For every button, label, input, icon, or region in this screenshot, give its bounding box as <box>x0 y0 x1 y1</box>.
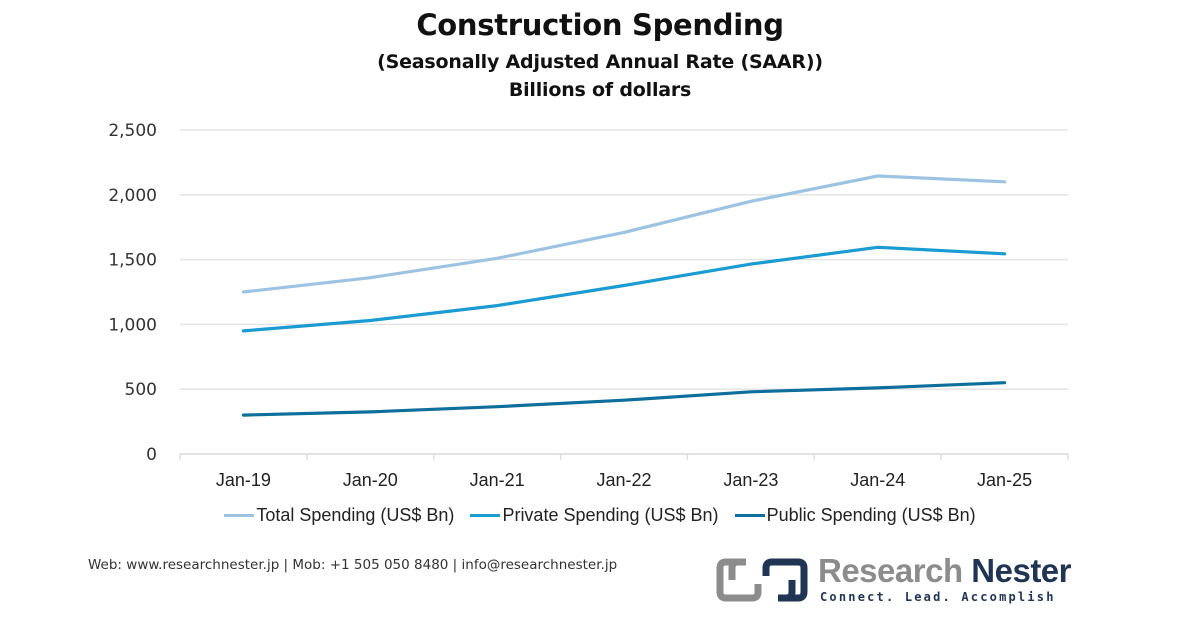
research-nester-logo: Research Nester Connect. Lead. Accomplis… <box>716 552 1086 608</box>
x-tick-label: Jan-19 <box>216 470 271 490</box>
legend-label-private: Private Spending (US$ Bn) <box>502 505 719 525</box>
x-tick-label: Jan-25 <box>977 470 1032 490</box>
logo-word-research: Research <box>818 552 963 589</box>
y-tick-label: 2,000 <box>108 186 157 206</box>
legend-swatch-total <box>224 514 255 517</box>
series-lines <box>241 174 1007 417</box>
x-axis <box>179 453 1069 460</box>
gridlines <box>180 129 1068 390</box>
y-tick-label: 1,000 <box>108 315 157 335</box>
legend-swatch-private <box>470 514 501 517</box>
x-tick-label: Jan-21 <box>470 470 525 490</box>
y-tick-label: 500 <box>125 380 157 400</box>
logo-tagline: Connect. Lead. Accomplish <box>820 590 1056 604</box>
logo-word-nester: Nester <box>971 552 1072 589</box>
chart-title-block: Construction Spending (Seasonally Adjust… <box>0 6 1200 104</box>
logo-mark-icon <box>716 558 808 602</box>
x-tick-label: Jan-20 <box>343 470 398 490</box>
series-line-public <box>241 381 1007 417</box>
series-line-private <box>241 245 1007 333</box>
x-tick-label: Jan-24 <box>850 470 905 490</box>
legend: Total Spending (US$ Bn) Private Spending… <box>160 505 1040 526</box>
y-tick-label: 1,500 <box>108 251 157 271</box>
footer-contact-info: Web: www.researchnester.jp | Mob: +1 505… <box>88 557 618 573</box>
x-tick-label: Jan-22 <box>596 470 651 490</box>
legend-item-public: Public Spending (US$ Bn) <box>734 505 976 526</box>
series-line-total <box>241 174 1007 294</box>
legend-label-total: Total Spending (US$ Bn) <box>256 505 455 525</box>
legend-item-private: Private Spending (US$ Bn) <box>470 505 719 526</box>
chart-units: Billions of dollars <box>508 79 692 101</box>
x-tick-label: Jan-23 <box>723 470 778 490</box>
chart-subtitle: (Seasonally Adjusted Annual Rate (SAAR)) <box>377 51 823 73</box>
x-axis-ticks: Jan-19 Jan-20 Jan-21 Jan-22 Jan-23 Jan-24 Jan-… <box>216 470 1032 490</box>
legend-swatch-public <box>734 514 765 517</box>
legend-label-public: Public Spending (US$ Bn) <box>766 505 976 525</box>
y-tick-label: 0 <box>146 445 157 465</box>
y-axis-ticks: 0 500 1,000 1,500 2,000 2,500 <box>108 121 157 465</box>
logo-wordmark: Research Nester <box>818 552 1072 590</box>
chart-title: Construction Spending <box>416 8 784 42</box>
y-tick-label: 2,500 <box>108 121 157 141</box>
legend-item-total: Total Spending (US$ Bn) <box>224 505 454 526</box>
